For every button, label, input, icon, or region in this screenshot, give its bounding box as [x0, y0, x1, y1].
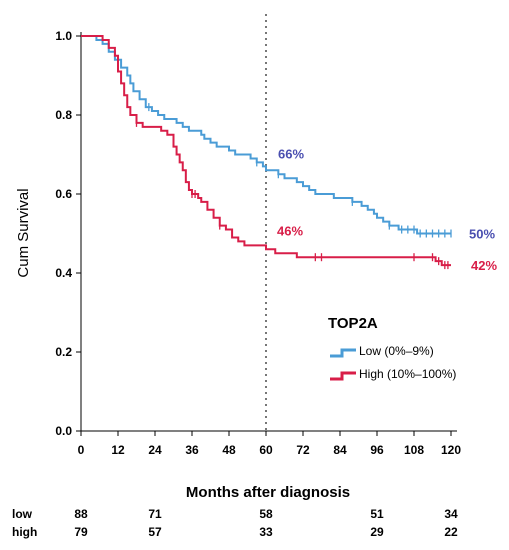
legend-title: TOP2A	[328, 315, 378, 332]
y-tick-label: 0.4	[55, 266, 72, 280]
annotation-low: 66%	[278, 146, 304, 161]
x-tick-label: 84	[333, 443, 347, 457]
axes: 0.0 0.2 0.4 0.6 0.8 1.0 0 12 24 36 48 60 72 84 96 108 12…	[55, 29, 461, 457]
series-line-high	[81, 35, 451, 267]
y-tick-label: 0.6	[55, 187, 72, 201]
risk-value: 29	[370, 525, 384, 539]
risk-row-label: high	[12, 525, 37, 539]
risk-value: 79	[74, 525, 88, 539]
x-tick-label: 120	[441, 443, 461, 457]
survival-curves	[81, 35, 452, 270]
risk-value: 71	[148, 507, 162, 521]
risk-value: 22	[444, 525, 458, 539]
series-line-low	[81, 35, 451, 235]
y-axis-title: Cum Survival	[15, 188, 32, 277]
y-tick-label: 0.2	[55, 345, 72, 359]
risk-row-label: low	[12, 507, 33, 521]
x-tick-label: 108	[404, 443, 424, 457]
risk-table: low 88 71 58 51 34 high 79 57 33 29 22	[12, 507, 458, 539]
risk-value: 88	[74, 507, 88, 521]
annotation-low: 50%	[469, 227, 495, 242]
x-axis-title: Months after diagnosis	[186, 484, 350, 501]
x-tick-label: 36	[185, 443, 199, 457]
x-tick-label: 12	[111, 443, 125, 457]
risk-value: 58	[259, 507, 273, 521]
y-tick-label: 1.0	[55, 29, 72, 43]
legend-item-high: High (10%–100%)	[330, 367, 456, 381]
legend-label-low: Low (0%–9%)	[359, 344, 434, 358]
x-tick-label: 60	[259, 443, 273, 457]
y-tick-label: 0.0	[55, 424, 72, 438]
legend-item-low: Low (0%–9%)	[330, 344, 434, 358]
risk-value: 33	[259, 525, 273, 539]
risk-value: 57	[148, 525, 162, 539]
y-tick-label: 0.8	[55, 108, 72, 122]
annotation-high: 46%	[277, 223, 303, 238]
legend-label-high: High (10%–100%)	[359, 367, 456, 381]
x-tick-label: 96	[370, 443, 384, 457]
x-tick-label: 24	[148, 443, 162, 457]
x-tick-label: 48	[222, 443, 236, 457]
x-tick-label: 72	[296, 443, 310, 457]
x-tick-label: 0	[78, 443, 85, 457]
risk-value: 51	[370, 507, 384, 521]
annotation-high: 42%	[471, 258, 497, 273]
risk-value: 34	[444, 507, 458, 521]
annotations: 66% 50% 46% 42%	[277, 146, 497, 273]
legend: TOP2A Low (0%–9%) High (10%–100%)	[328, 315, 456, 381]
legend-swatch-high	[330, 371, 356, 381]
legend-swatch-low	[330, 348, 356, 358]
